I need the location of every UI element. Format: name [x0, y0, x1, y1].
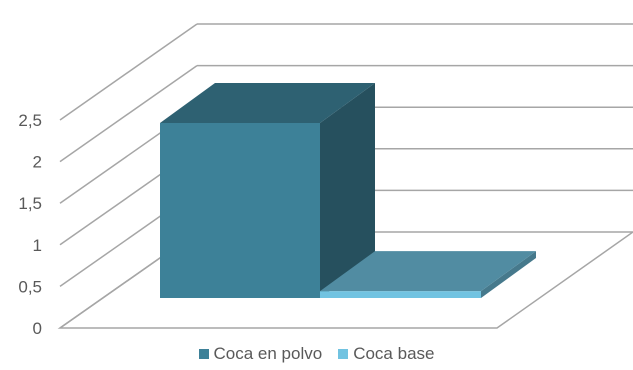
y-axis-tick-labels: 0 0,5 1 1,5 2 2,5 [18, 111, 42, 338]
y-tick-label: 2,5 [18, 111, 42, 130]
floor-outline [57, 231, 633, 329]
legend-item-coca-base: Coca base [338, 344, 434, 364]
chart-floor [57, 231, 633, 329]
legend: Coca en polvo Coca base [0, 340, 633, 368]
bar-side [481, 251, 536, 298]
y-tick-label: 0 [33, 319, 42, 338]
chart-canvas: 0 0,5 1 1,5 2 2,5 [18, 23, 633, 338]
gridline-diagonal [59, 64, 198, 163]
bar-coca-en-polvo [160, 83, 375, 298]
legend-label-coca-en-polvo: Coca en polvo [213, 344, 323, 363]
gridline-diagonal [59, 23, 198, 121]
bar-front [160, 123, 320, 298]
bar-front [320, 291, 481, 298]
bar-top [320, 251, 536, 292]
bar-coca-base [320, 251, 536, 298]
bar-top [160, 83, 375, 123]
bars [160, 83, 536, 298]
bar-side [320, 83, 375, 298]
y-tick-label: 0,5 [18, 277, 42, 296]
legend-swatch-coca-en-polvo [198, 349, 209, 359]
legend-item-coca-en-polvo: Coca en polvo [198, 344, 323, 364]
legend-label-coca-base: Coca base [353, 344, 435, 363]
y-tick-label: 2 [33, 153, 42, 172]
y-tick-label: 1,5 [18, 194, 42, 213]
legend-swatch-coca-base [338, 349, 349, 359]
y-tick-label: 1 [33, 236, 42, 255]
